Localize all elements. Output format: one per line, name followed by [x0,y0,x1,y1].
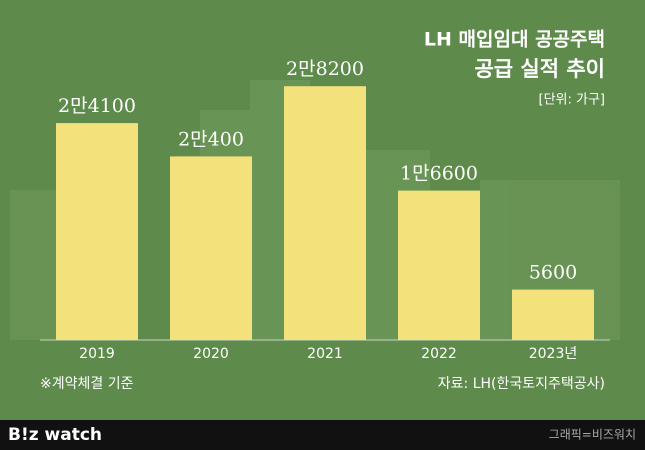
unit: [단위: 가구] [539,93,606,108]
value-label: 2만8200 [286,58,364,80]
subtitle: 공급 실적 추이 [474,57,605,81]
logo: B!z watch [8,425,102,445]
bar [284,86,366,340]
value-label: 2만4100 [58,95,136,117]
bar [170,156,252,340]
x-tick-label: 2022 [421,346,457,362]
x-tick-label: 2020 [193,346,229,362]
footer-bar [0,420,645,450]
x-tick-label: 2021 [307,346,343,362]
bar [512,289,594,340]
value-label: 1만6600 [400,163,478,185]
source: 자료: LH(한국토지주택공사) [438,376,605,392]
x-tick-label: 2019 [79,346,115,362]
credit: 그래픽=비즈워치 [549,428,636,442]
x-tick-label: 2023년 [529,346,578,362]
value-label: 5600 [529,262,577,284]
note: ※계약체결 기준 [40,376,134,392]
bar [398,190,480,340]
bar [56,123,138,340]
title: LH 매입임대 공공주택 [424,29,605,51]
value-label: 2만400 [178,128,244,150]
